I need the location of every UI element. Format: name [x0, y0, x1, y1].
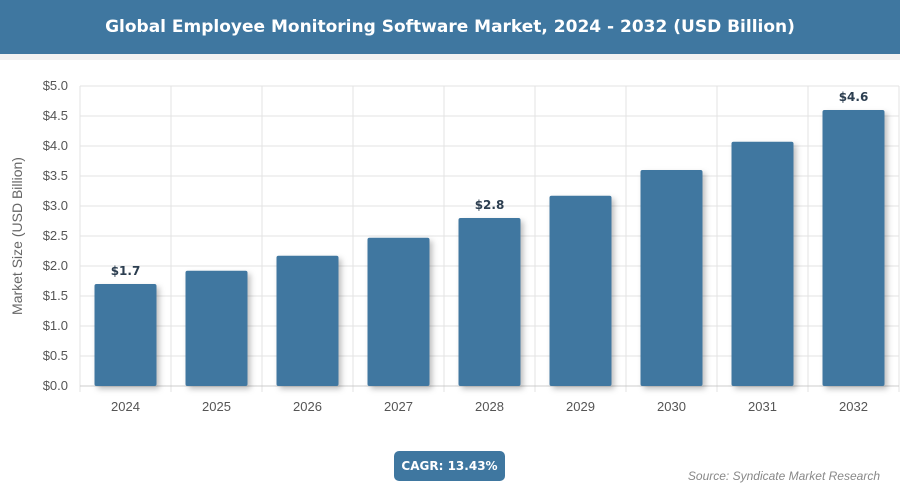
data-label: $4.6: [839, 90, 869, 104]
bar-2029: [549, 195, 612, 386]
bar-2028: [458, 218, 521, 386]
x-tick-label: 2031: [748, 399, 777, 414]
y-tick-label: $3.5: [43, 168, 68, 183]
chart-title: Global Employee Monitoring Software Mark…: [0, 0, 900, 54]
y-tick-label: $2.5: [43, 228, 68, 243]
bar-2032: [822, 110, 885, 386]
y-tick-label: $0.0: [43, 378, 68, 393]
x-tick-label: 2024: [111, 399, 140, 414]
y-axis-label: Market Size (USD Billion): [9, 157, 25, 315]
bar-2026: [276, 255, 339, 386]
bar-2031: [731, 141, 794, 386]
bar-2025: [185, 270, 248, 386]
y-tick-label: $2.0: [43, 258, 68, 273]
data-label: $1.7: [111, 264, 141, 278]
y-tick-label: $4.5: [43, 108, 68, 123]
x-tick-label: 2025: [202, 399, 231, 414]
x-tick-label: 2027: [384, 399, 413, 414]
bar-2027: [367, 237, 430, 386]
bar-2030: [640, 170, 703, 386]
x-tick-label: 2028: [475, 399, 504, 414]
x-tick-label: 2029: [566, 399, 595, 414]
y-tick-label: $0.5: [43, 348, 68, 363]
x-tick-label: 2026: [293, 399, 322, 414]
y-tick-label: $5.0: [43, 78, 68, 93]
source-note: Source: Syndicate Market Research: [687, 469, 880, 483]
bar-2024: [94, 284, 157, 386]
y-tick-label: $1.0: [43, 318, 68, 333]
cagr-badge: CAGR: 13.43%: [394, 451, 505, 481]
y-tick-label: $1.5: [43, 288, 68, 303]
x-tick-label: 2030: [657, 399, 686, 414]
data-label: $2.8: [475, 198, 505, 212]
x-tick-label: 2032: [839, 399, 868, 414]
y-tick-label: $4.0: [43, 138, 68, 153]
y-tick-label: $3.0: [43, 198, 68, 213]
